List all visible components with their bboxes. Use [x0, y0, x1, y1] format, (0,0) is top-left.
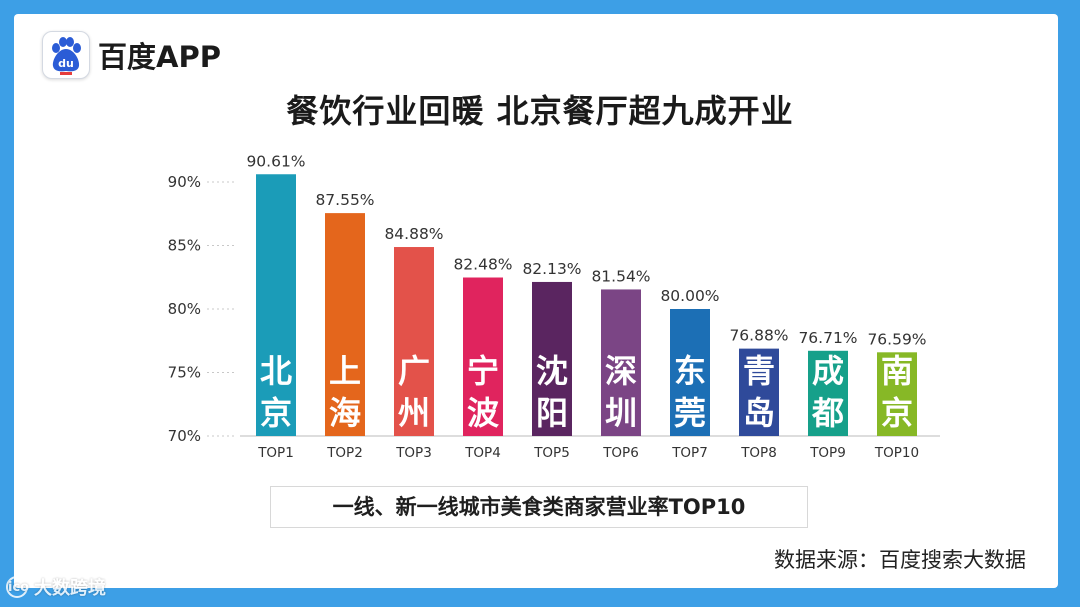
bar-value-label: 82.48% — [453, 256, 512, 274]
bar — [463, 277, 503, 436]
watermark: ico 大数跨境 — [6, 574, 106, 600]
y-tick-label: 80% — [168, 300, 201, 318]
x-tick-label: TOP3 — [395, 445, 432, 461]
y-tick-label: 70% — [168, 427, 201, 445]
bar-city-label: 南 — [881, 352, 913, 390]
bar — [325, 213, 365, 436]
x-tick-label: TOP6 — [602, 445, 639, 461]
bar-value-label: 76.88% — [729, 327, 788, 345]
bar — [256, 174, 296, 437]
bar-city-label: 成 — [812, 352, 844, 390]
y-tick-label: 90% — [168, 173, 201, 191]
bar-city-label: 京 — [881, 394, 913, 432]
bar — [601, 289, 641, 436]
bar-city-label: 北 — [260, 352, 292, 390]
bar — [532, 281, 572, 436]
bar-city-label: 京 — [260, 394, 292, 432]
x-tick-label: TOP10 — [874, 445, 919, 461]
baidu-paw-icon: du — [42, 31, 90, 79]
bar-value-label: 76.59% — [867, 330, 926, 348]
baidu-app-logo: du 百度APP — [42, 31, 221, 79]
baidu-badge-text: du — [58, 57, 74, 70]
bar-city-label: 沈 — [536, 352, 568, 390]
bar-city-label: 圳 — [605, 394, 637, 432]
bar-city-label: 宁 — [467, 352, 499, 390]
bar-city-label: 岛 — [743, 394, 775, 432]
y-tick-label: 75% — [168, 364, 201, 382]
bar-city-label: 青 — [743, 352, 775, 390]
bar — [877, 352, 917, 436]
bar-city-label: 深 — [605, 352, 637, 390]
bar-city-label: 都 — [811, 394, 844, 432]
bar-value-label: 90.61% — [246, 152, 305, 170]
x-tick-label: TOP7 — [671, 445, 708, 461]
x-tick-label: TOP4 — [464, 445, 501, 461]
bar-city-label: 海 — [329, 394, 361, 432]
chart-caption: 一线、新一线城市美食类商家营业率TOP10 — [270, 486, 808, 528]
x-tick-label: TOP5 — [533, 445, 570, 461]
bar — [808, 350, 848, 436]
bar-city-label: 波 — [467, 394, 499, 432]
x-tick-label: TOP9 — [809, 445, 846, 461]
bar-value-label: 87.55% — [315, 191, 374, 209]
x-tick-label: TOP1 — [257, 445, 294, 461]
bar-city-label: 广 — [398, 352, 430, 390]
watermark-icon: ico — [6, 576, 29, 598]
bar-city-label: 莞 — [674, 394, 706, 432]
bar-city-label: 上 — [329, 352, 361, 390]
bar — [739, 348, 779, 436]
bar-value-label: 80.00% — [660, 287, 719, 305]
page-title: 餐饮行业回暖 北京餐厅超九成开业 — [286, 92, 794, 130]
watermark-text: 大数跨境 — [34, 578, 106, 599]
bar — [670, 309, 710, 436]
bar-city-label: 阳 — [536, 394, 568, 432]
bar-city-label: 州 — [398, 394, 430, 432]
bar-city-label: 东 — [674, 352, 706, 390]
bar-value-label: 76.71% — [798, 329, 857, 347]
bar-value-label: 81.54% — [591, 267, 650, 285]
logo-text: 百度APP — [98, 40, 221, 74]
x-tick-label: TOP2 — [326, 445, 363, 461]
bar-value-label: 84.88% — [384, 225, 443, 243]
bar — [394, 247, 434, 436]
y-tick-label: 85% — [168, 237, 201, 255]
x-tick-label: TOP8 — [740, 445, 777, 461]
bar-value-label: 82.13% — [522, 260, 581, 278]
data-source: 数据来源：百度搜索大数据 — [774, 548, 1026, 572]
